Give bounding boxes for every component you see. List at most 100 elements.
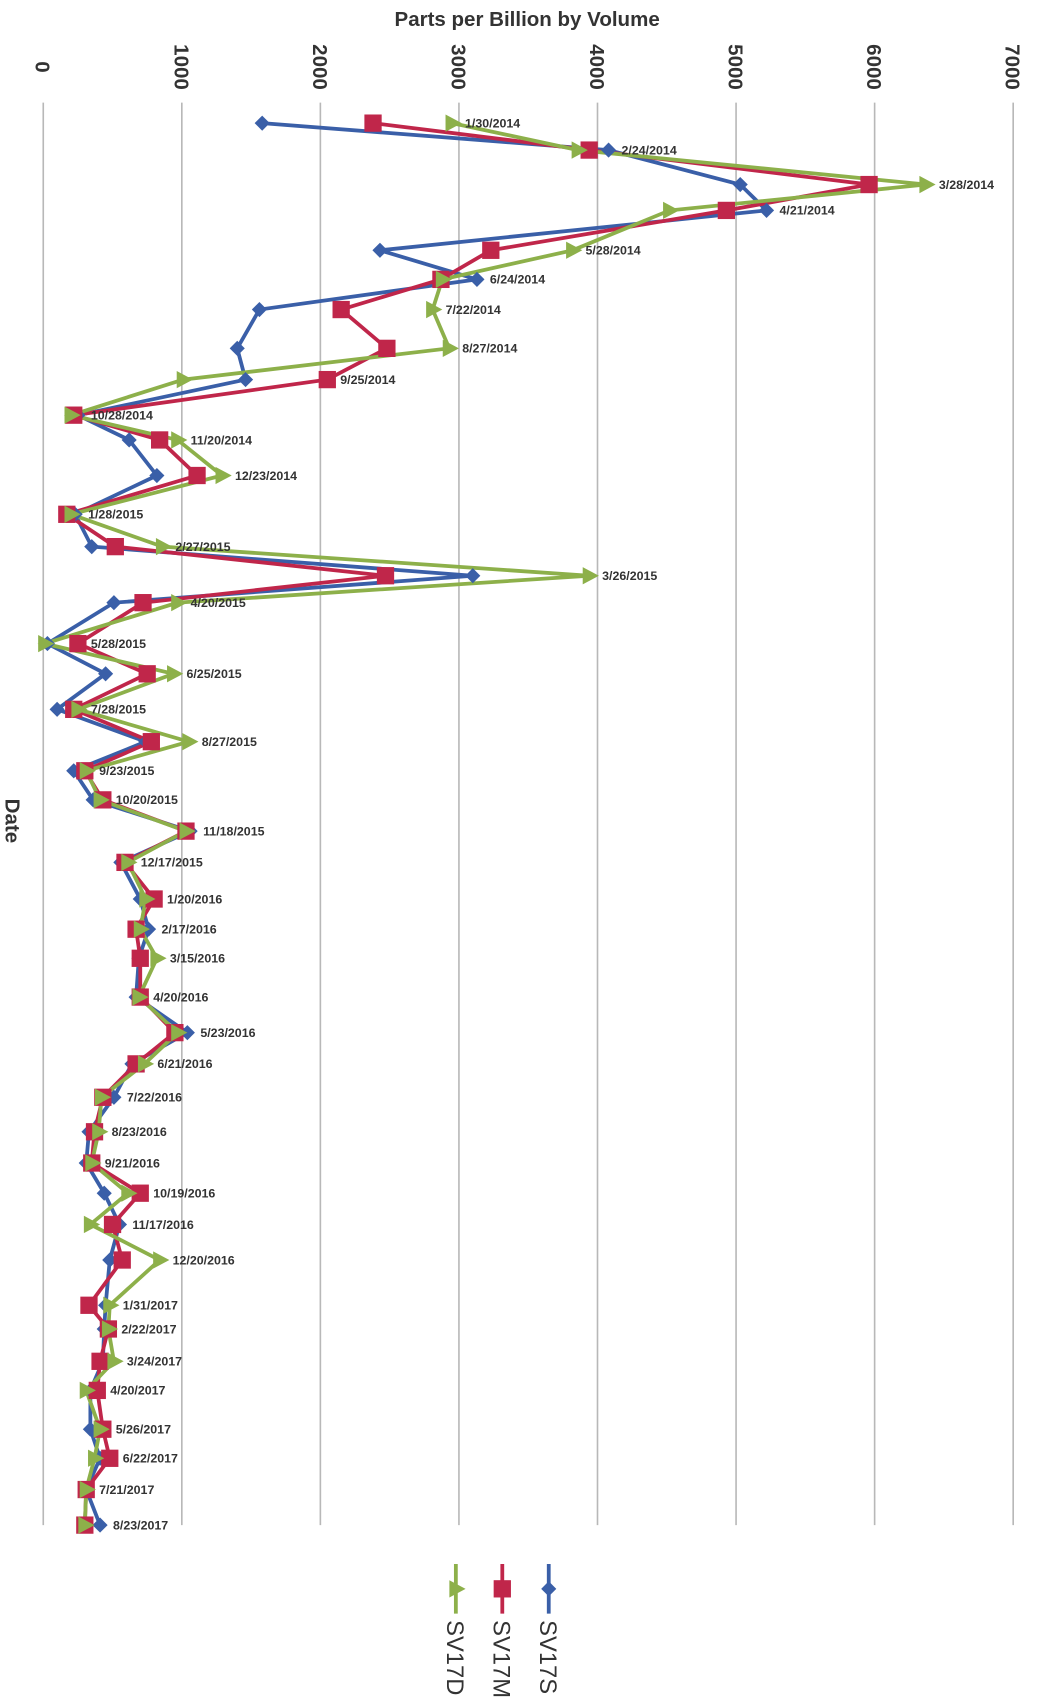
marker — [121, 432, 137, 448]
category-label: 12/17/2015 — [141, 856, 203, 870]
category-label: 11/20/2014 — [191, 433, 253, 447]
category-label: 1/28/2015 — [88, 508, 143, 522]
marker — [98, 666, 114, 682]
x-tick-label: 1000 — [169, 44, 192, 90]
marker — [571, 141, 588, 159]
category-label: 5/26/2017 — [116, 1423, 171, 1437]
category-label: 8/23/2016 — [112, 1125, 167, 1139]
category-label: 4/21/2014 — [780, 204, 835, 218]
legend-label: SV17M — [488, 1620, 515, 1698]
x-tick-label: 5000 — [724, 44, 747, 90]
category-label: 4/20/2017 — [110, 1384, 165, 1398]
category-label: 5/28/2015 — [91, 637, 146, 651]
x-tick-label: 0 — [31, 61, 54, 72]
marker — [85, 1154, 102, 1172]
x-tick-label: 2000 — [308, 44, 331, 90]
marker — [78, 1516, 95, 1534]
marker — [254, 115, 270, 131]
marker — [176, 370, 193, 389]
series-line — [37, 121, 927, 1526]
category-label: 1/31/2017 — [123, 1299, 178, 1313]
marker — [150, 949, 167, 967]
marker — [93, 1420, 110, 1438]
marker — [149, 467, 165, 484]
marker — [38, 634, 55, 653]
category-label: 10/19/2016 — [153, 1187, 215, 1201]
marker — [364, 114, 382, 132]
marker — [88, 1449, 105, 1467]
category-label: 3/28/2014 — [939, 178, 994, 192]
x-tick-label: 4000 — [585, 44, 608, 90]
marker — [64, 406, 81, 424]
category-label: 11/17/2016 — [132, 1218, 194, 1232]
category-label: 7/22/2016 — [127, 1091, 182, 1105]
marker — [79, 1480, 96, 1499]
category-label: 4/20/2016 — [153, 990, 208, 1004]
category-label: 2/22/2017 — [121, 1322, 176, 1336]
marker — [251, 301, 267, 318]
marker — [131, 1184, 149, 1202]
marker — [102, 1252, 118, 1268]
marker — [215, 466, 232, 485]
category-label: 4/20/2015 — [191, 596, 246, 610]
marker — [103, 1215, 122, 1234]
category-label: 9/21/2016 — [105, 1156, 160, 1170]
marker — [237, 372, 254, 388]
category-label: 1/20/2016 — [167, 892, 222, 906]
chart-title: Parts per Billion by Volume — [395, 8, 660, 31]
marker — [155, 537, 173, 556]
category-label: 1/30/2014 — [465, 116, 520, 130]
marker — [133, 920, 150, 938]
category-label: 6/24/2014 — [490, 273, 545, 287]
category-label: 10/20/2015 — [116, 793, 178, 807]
category-label: 5/23/2016 — [200, 1026, 255, 1040]
category-label: 8/27/2014 — [462, 342, 517, 356]
category-label: 3/24/2017 — [127, 1355, 182, 1369]
legend-label: SV17D — [441, 1620, 468, 1695]
legend-label: SV17S — [534, 1620, 561, 1694]
marker — [131, 949, 149, 967]
marker — [142, 733, 160, 751]
marker — [94, 1088, 112, 1106]
marker — [106, 537, 124, 556]
marker — [101, 1449, 119, 1467]
marker — [91, 1352, 109, 1370]
marker — [132, 988, 149, 1006]
category-label: 11/18/2015 — [203, 824, 265, 838]
marker — [482, 241, 500, 259]
marker — [541, 1581, 557, 1597]
marker — [318, 370, 336, 389]
category-label: 8/23/2017 — [113, 1518, 168, 1532]
marker — [229, 340, 245, 356]
marker — [137, 1055, 155, 1073]
marker — [580, 141, 598, 159]
marker — [171, 431, 188, 449]
marker — [465, 568, 481, 584]
category-label: 7/22/2014 — [446, 303, 501, 317]
category-label: 9/25/2014 — [340, 373, 395, 387]
series-line — [43, 121, 771, 1526]
marker — [919, 175, 936, 194]
category-label: 6/22/2017 — [123, 1452, 178, 1466]
marker — [332, 300, 350, 319]
marker — [860, 175, 878, 194]
marker — [376, 567, 395, 585]
x-tick-label: 6000 — [862, 44, 885, 90]
marker — [80, 1296, 98, 1314]
marker — [372, 242, 388, 258]
category-label: 9/23/2015 — [99, 764, 154, 778]
marker — [445, 114, 462, 132]
marker — [717, 201, 736, 220]
category-label: 2/17/2016 — [162, 923, 217, 937]
category-label: 8/27/2015 — [202, 735, 257, 749]
marker — [171, 594, 188, 612]
axis-title: Date — [0, 799, 23, 843]
marker — [121, 1184, 138, 1202]
marker — [167, 665, 184, 683]
category-label: 10/28/2014 — [91, 408, 153, 422]
marker — [134, 594, 152, 612]
category-label: 3/26/2015 — [602, 569, 657, 583]
marker — [64, 505, 81, 523]
